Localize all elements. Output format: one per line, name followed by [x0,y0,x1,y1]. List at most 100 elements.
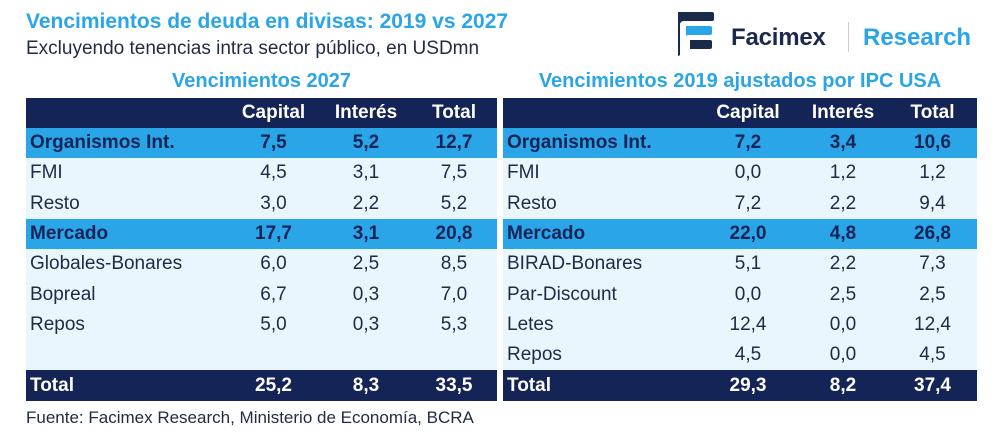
cell-total: 4,5 [888,340,977,371]
row-label: Globales-Bonares [26,249,226,280]
source-note: Fuente: Facimex Research, Ministerio de … [26,408,474,427]
row-label: Repos [503,340,698,371]
cell-interes: 2,2 [798,188,888,219]
table-row: Repos 5,0 0,3 5,3 [26,309,497,341]
table-header-row: Capital Interés Total [26,98,497,128]
cell-capital: 7,2 [698,128,798,159]
cell-capital: 3,0 [226,188,321,219]
cell-total: 5,3 [411,309,497,341]
cell-capital: 4,5 [226,158,321,189]
cell-interes: 2,2 [321,188,411,219]
table-row: Mercado 22,0 4,8 26,8 [503,218,977,250]
cell-total: 26,8 [888,218,977,250]
page-title: Vencimientos de deuda en divisas: 2019 v… [26,10,509,33]
row-label: Organismos Int. [26,128,226,159]
header-label [503,98,698,128]
cell-total: 9,4 [888,188,977,219]
table-row: Mercado 17,7 3,1 20,8 [26,218,497,250]
cell-capital: 17,7 [226,218,321,250]
header-interes: Interés [321,98,411,128]
left-table-title: Vencimientos 2027 [172,70,351,92]
header-total: Total [888,98,977,128]
table-header-row: Capital Interés Total [503,98,977,128]
row-label: Total [26,370,226,401]
cell-interes: 0,3 [321,309,411,341]
cell-interes: 0,0 [798,309,888,341]
table-row: Par-Discount 0,0 2,5 2,5 [503,279,977,310]
header-capital: Capital [698,98,798,128]
table-row: Resto 3,0 2,2 5,2 [26,188,497,219]
cell-interes: 0,3 [321,279,411,310]
table-row: BIRAD-Bonares 5,1 2,2 7,3 [503,249,977,280]
cell-total [411,340,497,371]
cell-total: 2,5 [888,279,977,310]
row-label: BIRAD-Bonares [503,249,698,280]
logo-brand: Facimex [731,24,826,51]
row-label: Bopreal [26,279,226,310]
cell-total: 7,5 [411,158,497,189]
cell-capital: 4,5 [698,340,798,371]
cell-interes: 2,5 [798,279,888,310]
table-row: Bopreal 6,7 0,3 7,0 [26,279,497,310]
cell-total: 12,4 [888,309,977,341]
cell-capital: 7,2 [698,188,798,219]
row-label: Mercado [26,218,226,250]
left-table: Capital Interés Total Organismos Int. 7,5… [26,98,497,401]
table-row [26,340,497,371]
cell-interes [321,340,411,371]
cell-interes: 3,1 [321,218,411,250]
table-row: Letes 12,4 0,0 12,4 [503,309,977,341]
cell-total: 7,3 [888,249,977,280]
cell-capital: 6,7 [226,279,321,310]
facimex-logo: Facimex Research [676,10,986,60]
row-label: Resto [503,188,698,219]
cell-total: 1,2 [888,158,977,189]
cell-interes: 0,0 [798,340,888,371]
table-row: Total 25,2 8,3 33,5 [26,370,497,401]
table-row: Organismos Int. 7,2 3,4 10,6 [503,128,977,159]
cell-total: 33,5 [411,370,497,401]
cell-total: 20,8 [411,218,497,250]
row-label: Organismos Int. [503,128,698,159]
row-label [26,340,226,371]
row-label: Resto [26,188,226,219]
cell-interes: 2,2 [798,249,888,280]
row-label: FMI [26,158,226,189]
row-label: Mercado [503,218,698,250]
logo-research: Research [863,24,972,51]
row-label: FMI [503,158,698,189]
header-label [26,98,226,128]
cell-total: 37,4 [888,370,977,401]
table-row: Globales-Bonares 6,0 2,5 8,5 [26,249,497,280]
cell-total: 10,6 [888,128,977,159]
table-row: Repos 4,5 0,0 4,5 [503,340,977,371]
cell-total: 5,2 [411,188,497,219]
cell-interes: 3,4 [798,128,888,159]
right-table: Capital Interés Total Organismos Int. 7,2… [503,98,977,401]
header-capital: Capital [226,98,321,128]
table-row: Organismos Int. 7,5 5,2 12,7 [26,128,497,159]
row-label: Letes [503,309,698,341]
header-total: Total [411,98,497,128]
page-subtitle: Excluyendo tenencias intra sector públic… [26,38,480,59]
cell-total: 8,5 [411,249,497,280]
row-label: Par-Discount [503,279,698,310]
cell-capital: 6,0 [226,249,321,280]
table-row: FMI 4,5 3,1 7,5 [26,158,497,189]
cell-total: 12,7 [411,128,497,159]
facimex-logo-icon [678,12,714,56]
logo-divider [848,22,849,52]
cell-interes: 8,3 [321,370,411,401]
table-row: Resto 7,2 2,2 9,4 [503,188,977,219]
cell-interes: 1,2 [798,158,888,189]
cell-interes: 5,2 [321,128,411,159]
cell-capital: 12,4 [698,309,798,341]
cell-interes: 3,1 [321,158,411,189]
cell-capital: 5,1 [698,249,798,280]
cell-interes: 4,8 [798,218,888,250]
cell-capital: 0,0 [698,279,798,310]
header-interes: Interés [798,98,888,128]
right-table-title: Vencimientos 2019 ajustados por IPC USA [538,70,942,92]
cell-interes: 2,5 [321,249,411,280]
table-row: FMI 0,0 1,2 1,2 [503,158,977,189]
